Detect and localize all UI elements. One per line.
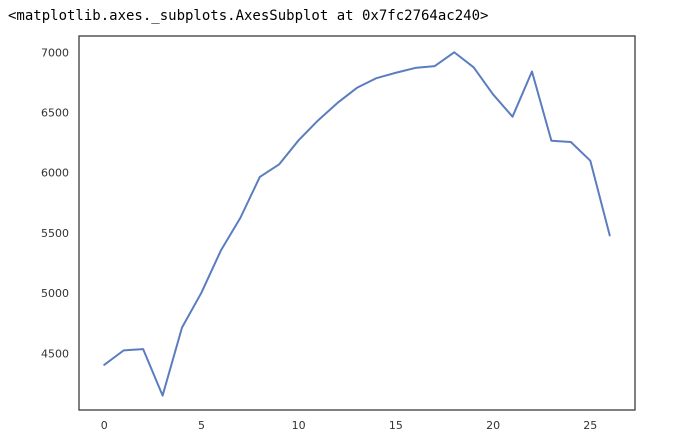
series-group (103, 51, 611, 397)
y-tick-label: 5500 (41, 227, 69, 240)
x-axis-ticks: 0 5 10 15 20 25 (101, 419, 598, 432)
y-axis-ticks: 4500 5000 5500 6000 6500 7000 (41, 46, 69, 360)
y-tick-label: 4500 (41, 347, 69, 360)
plot-frame (78, 35, 636, 411)
series-line (103, 51, 611, 397)
x-tick-label: 15 (389, 419, 403, 432)
x-tick-label: 5 (198, 419, 205, 432)
x-tick-label: 25 (583, 419, 597, 432)
y-tick-label: 5000 (41, 287, 69, 300)
y-tick-label: 7000 (41, 46, 69, 59)
x-tick-label: 20 (486, 419, 500, 432)
cell-output-repr: <matplotlib.axes._subplots.AxesSubplot a… (8, 8, 489, 24)
x-tick-label: 10 (292, 419, 306, 432)
x-tick-label: 0 (101, 419, 108, 432)
y-tick-label: 6000 (41, 167, 69, 180)
y-tick-label: 6500 (41, 106, 69, 119)
